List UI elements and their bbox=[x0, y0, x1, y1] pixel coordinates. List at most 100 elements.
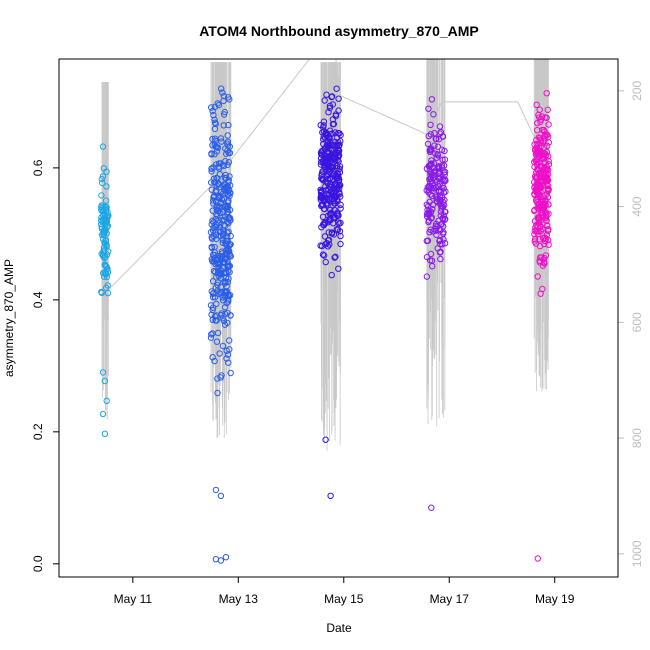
data-point bbox=[212, 486, 220, 494]
data-point bbox=[541, 200, 548, 207]
data-point bbox=[541, 128, 548, 135]
data-point bbox=[328, 130, 336, 137]
data-point bbox=[214, 389, 221, 397]
data-point bbox=[225, 275, 232, 282]
data-point bbox=[100, 165, 108, 172]
data-point bbox=[427, 185, 434, 192]
data-point bbox=[220, 229, 228, 236]
data-point bbox=[537, 116, 545, 123]
data-point bbox=[208, 168, 215, 175]
data-point bbox=[102, 207, 110, 214]
data-point bbox=[220, 97, 227, 105]
data-point bbox=[336, 169, 344, 176]
data-point bbox=[222, 184, 230, 191]
data-point bbox=[317, 242, 324, 249]
data-point bbox=[427, 250, 435, 258]
data-point bbox=[103, 241, 110, 249]
data-point bbox=[531, 238, 538, 245]
data-point bbox=[336, 147, 343, 155]
data-point bbox=[101, 254, 108, 262]
data-point bbox=[212, 143, 219, 150]
data-point bbox=[102, 262, 110, 270]
data-point bbox=[210, 200, 217, 207]
data-point bbox=[218, 199, 225, 206]
data-point bbox=[318, 151, 325, 158]
data-point bbox=[532, 147, 539, 154]
data-point bbox=[225, 179, 232, 186]
data-point bbox=[99, 143, 107, 150]
y-tick-label: 0.4 bbox=[31, 291, 45, 308]
data-point bbox=[437, 248, 444, 256]
x-tick-label: May 19 bbox=[535, 592, 575, 606]
data-point bbox=[432, 223, 439, 230]
data-point bbox=[224, 132, 231, 139]
data-point bbox=[103, 183, 110, 190]
data-point bbox=[224, 203, 232, 210]
data-point bbox=[323, 187, 330, 194]
data-point bbox=[428, 504, 435, 511]
data-point bbox=[98, 221, 105, 228]
data-point bbox=[102, 197, 110, 204]
data-point bbox=[428, 145, 435, 152]
data-point bbox=[221, 304, 229, 311]
data-point bbox=[226, 241, 234, 248]
data-point bbox=[543, 217, 550, 225]
data-point bbox=[217, 283, 225, 291]
data-point bbox=[322, 219, 329, 226]
data-point bbox=[225, 292, 232, 300]
data-point bbox=[215, 252, 222, 260]
data-point bbox=[331, 185, 338, 193]
data-point bbox=[439, 133, 447, 140]
data-point bbox=[335, 95, 342, 102]
data-point bbox=[533, 101, 540, 109]
data-point bbox=[534, 119, 541, 127]
data-point bbox=[325, 229, 332, 236]
data-point bbox=[337, 240, 344, 248]
data-point bbox=[336, 189, 343, 196]
x-axis-label: Date bbox=[326, 621, 352, 635]
data-point bbox=[318, 175, 325, 182]
data-point bbox=[539, 262, 547, 269]
data-point bbox=[221, 269, 228, 276]
data-point bbox=[210, 197, 217, 204]
data-point bbox=[331, 254, 338, 261]
data-point bbox=[534, 555, 541, 562]
data-point bbox=[99, 410, 107, 418]
data-point bbox=[324, 200, 331, 207]
data-point bbox=[440, 212, 447, 219]
chart-title: ATOM4 Northbound asymmetry_870_AMP bbox=[199, 23, 479, 39]
data-point bbox=[539, 211, 547, 218]
data-point bbox=[321, 233, 329, 240]
data-point bbox=[209, 135, 216, 143]
data-point bbox=[213, 300, 220, 308]
data-point bbox=[437, 227, 444, 234]
data-point bbox=[101, 377, 109, 385]
data-point bbox=[428, 192, 436, 200]
data-point bbox=[209, 330, 216, 337]
data-point bbox=[531, 206, 538, 214]
data-point bbox=[221, 310, 229, 317]
data-point bbox=[438, 220, 445, 228]
data-point bbox=[99, 230, 107, 238]
data-point bbox=[224, 278, 232, 286]
data-point bbox=[217, 557, 225, 564]
data-point bbox=[209, 354, 216, 361]
data-point bbox=[102, 240, 109, 248]
data-point bbox=[427, 121, 434, 129]
data-point bbox=[428, 96, 436, 103]
data-point bbox=[208, 104, 215, 111]
data-point bbox=[326, 241, 333, 248]
data-point bbox=[227, 189, 234, 197]
data-point bbox=[336, 228, 344, 235]
data-point bbox=[210, 193, 218, 200]
data-point bbox=[423, 273, 431, 280]
data-point bbox=[213, 338, 221, 345]
data-point bbox=[216, 350, 223, 357]
data-point bbox=[540, 155, 547, 162]
data-point bbox=[332, 253, 339, 260]
data-point bbox=[441, 156, 449, 163]
data-point bbox=[332, 142, 339, 149]
data-point bbox=[337, 201, 344, 209]
data-point bbox=[320, 205, 328, 213]
data-point bbox=[99, 179, 106, 187]
